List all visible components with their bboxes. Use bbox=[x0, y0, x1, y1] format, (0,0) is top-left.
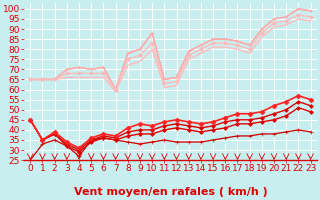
X-axis label: Vent moyen/en rafales ( km/h ): Vent moyen/en rafales ( km/h ) bbox=[74, 187, 267, 197]
